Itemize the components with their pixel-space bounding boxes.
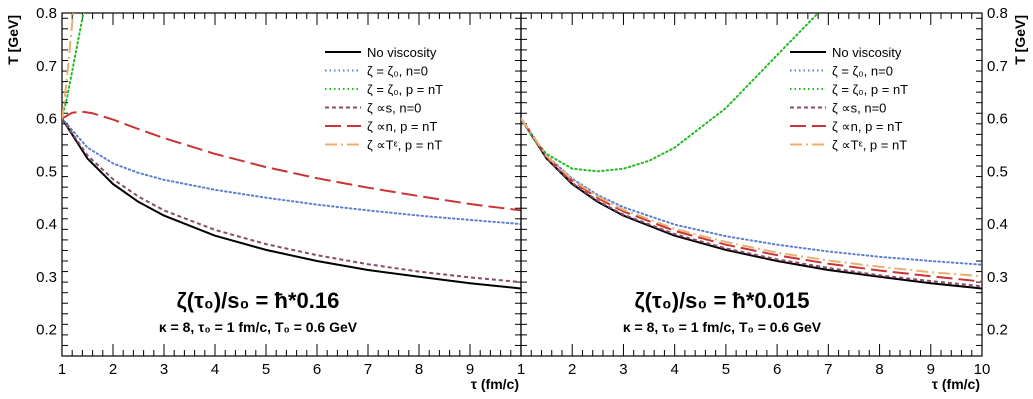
panel-left-ytick-label: 0.5 <box>36 163 57 180</box>
panel-left-legend-label-4: ζ ∝n, p = nT <box>367 119 437 134</box>
panel-left-annotation-main: ζ(τ₀)/s₀ = ħ*0.16 <box>177 288 340 313</box>
panel-right-xtick-label: 1 <box>517 361 525 378</box>
panel-left-x-axis-title: τ (fm/c) <box>471 376 519 392</box>
panel-left-xtick-label: 6 <box>313 361 321 378</box>
panel-right-annotation-sub: κ = 8, τ₀ = 1 fm/c, T₀ = 0.6 GeV <box>623 319 822 335</box>
panel-right-legend-label-2: ζ = ζ₀, p = nT <box>832 82 908 97</box>
panel-right-xtick-label: 10 <box>974 361 991 378</box>
panel-right-xtick-label: 9 <box>927 361 935 378</box>
panel-right-series-line-2 <box>521 13 820 173</box>
panel-left: 1 2 3 4 5 6 7 8 9 0.2 0.3 0.4 0.5 0.6 0.7 0.8 τ (fm/c) T … <box>5 5 522 392</box>
panel-left-xtick-label: 7 <box>364 361 372 378</box>
panel-right-xtick-label: 5 <box>722 361 730 378</box>
panel-right-series-group <box>521 13 982 290</box>
panel-right-ytick-label: 0.7 <box>987 58 1008 75</box>
panel-left-xtick-label: 4 <box>211 361 219 378</box>
panel-left-legend: No viscosity ζ = ζ₀, n=0 ζ = ζ₀, p = nT ζ ∝… <box>325 45 443 153</box>
panel-right-series-line-5 <box>521 117 982 278</box>
panel-left-legend-label-0: No viscosity <box>367 45 437 60</box>
panel-left-xtick-label: 8 <box>415 361 423 378</box>
panel-right-annotation-main: ζ(τ₀)/s₀ = ħ*0.015 <box>635 288 810 313</box>
panel-right-xtick-label: 8 <box>875 361 883 378</box>
panel-right-ytick-label: 0.5 <box>987 163 1008 180</box>
panel-right-x-axis-title: τ (fm/c) <box>932 376 980 392</box>
panel-left-ytick-label: 0.2 <box>36 322 57 339</box>
panel-left-xtick-label: 5 <box>262 361 270 378</box>
panel-right-legend-label-3: ζ ∝s, n=0 <box>832 101 886 116</box>
panel-right-legend-label-1: ζ = ζ₀, n=0 <box>832 64 893 79</box>
panel-left-ytick-label: 0.8 <box>36 5 57 22</box>
panel-left-xtick-label: 3 <box>160 361 168 378</box>
panel-left-ytick-label: 0.4 <box>36 216 57 233</box>
panel-left-annotation-sub: κ = 8, τ₀ = 1 fm/c, T₀ = 0.6 GeV <box>159 319 358 335</box>
panel-left-series-line-4 <box>62 110 521 212</box>
panel-left-legend-label-1: ζ = ζ₀, n=0 <box>367 64 428 79</box>
panel-right-series-line-0 <box>521 117 982 290</box>
panel-left-legend-label-5: ζ ∝Tᵋ, p = nT <box>367 138 442 153</box>
panel-right-ytick-label: 0.2 <box>987 322 1008 339</box>
panel-right-series-line-3 <box>521 117 982 288</box>
panel-right-series-line-1 <box>521 117 982 266</box>
panel-right-legend-label-0: No viscosity <box>832 45 902 60</box>
panel-right-legend-label-4: ζ ∝n, p = nT <box>832 119 902 134</box>
panel-right-ytick-label: 0.8 <box>987 5 1008 22</box>
panel-left-y-axis-title: T [GeV] <box>5 15 21 65</box>
panel-right-ytick-label: 0.4 <box>987 216 1008 233</box>
panel-right-legend: No viscosity ζ = ζ₀, n=0 ζ = ζ₀, p = nT ζ ∝… <box>790 45 908 153</box>
panel-left-xtick-label: 9 <box>466 361 474 378</box>
panel-right-xtick-label: 7 <box>824 361 832 378</box>
panel-right-xtick-label: 3 <box>619 361 627 378</box>
panel-right-ytick-label: 0.3 <box>987 269 1008 286</box>
panel-right-y-axis-title: T [GeV] <box>1012 15 1028 65</box>
panel-right-xtick-label: 6 <box>773 361 781 378</box>
panel-right-xtick-label: 4 <box>670 361 678 378</box>
panel-left-legend-label-3: ζ ∝s, n=0 <box>367 101 421 116</box>
panel-left-series-line-2 <box>62 13 85 120</box>
panel-left-series-line-1 <box>62 117 521 226</box>
panel-right-ytick-label: 0.6 <box>987 111 1008 128</box>
panel-left-series-line-0 <box>62 117 521 290</box>
panel-right: 1 2 3 4 5 6 7 8 9 10 0.2 0.3 0.4 0.5 0.6 0.7 0.8 τ (fm/c)… <box>517 5 1028 392</box>
panel-right-legend-label-5: ζ ∝Tᵋ, p = nT <box>832 138 907 153</box>
panel-left-ytick-label: 0.7 <box>36 58 57 75</box>
panel-left-series-group <box>62 13 521 290</box>
panel-left-series-line-3 <box>62 117 521 284</box>
panel-left-ytick-label: 0.6 <box>36 111 57 128</box>
panel-left-ytick-label: 0.3 <box>36 269 57 286</box>
panel-left-xtick-label: 2 <box>109 361 117 378</box>
panel-right-xtick-label: 2 <box>568 361 576 378</box>
panel-left-xtick-label: 1 <box>58 361 66 378</box>
panel-right-series-line-4 <box>521 117 982 283</box>
panel-left-legend-label-2: ζ = ζ₀, p = nT <box>367 82 443 97</box>
panel-left-series-line-5 <box>62 13 75 119</box>
panel-right-frame <box>520 12 983 357</box>
